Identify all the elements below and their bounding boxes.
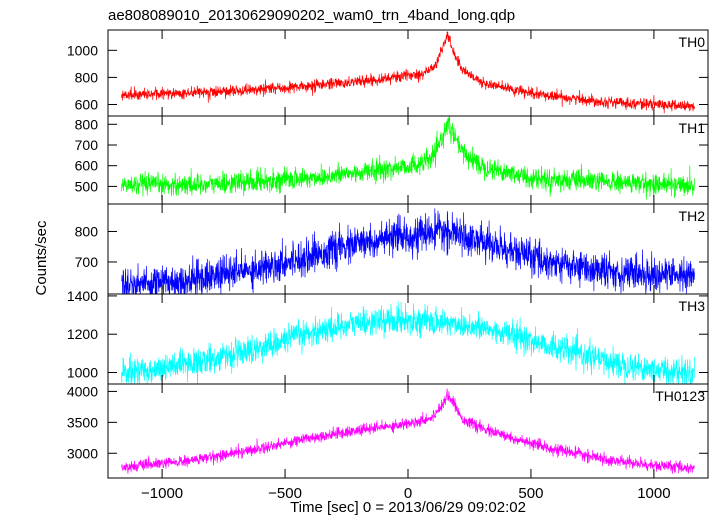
x-tick-label: 500 bbox=[518, 485, 543, 502]
y-tick-label: 3000 bbox=[67, 445, 98, 461]
series-th2-line bbox=[121, 208, 695, 294]
panel-label: TH1 bbox=[679, 120, 706, 136]
x-tick-label: −1000 bbox=[141, 485, 183, 502]
series-th3-line bbox=[121, 301, 695, 384]
series-th0123-line bbox=[121, 388, 695, 474]
x-axis-label: Time [sec] 0 = 2013/06/29 09:02:02 bbox=[290, 499, 526, 516]
y-tick-label: 700 bbox=[75, 137, 99, 153]
x-tick-label: −500 bbox=[268, 485, 302, 502]
panel-th0: TH0 600 800 1000 bbox=[67, 29, 709, 117]
y-tick-label: 1000 bbox=[67, 365, 98, 381]
y-axis-label: Counts/sec bbox=[33, 220, 50, 296]
panel-th1: TH1 500 600 700 800 bbox=[75, 115, 709, 205]
y-tick-label: 600 bbox=[75, 158, 99, 174]
x-tick-label: 0 bbox=[404, 485, 412, 502]
y-tick-label: 600 bbox=[75, 96, 99, 112]
panels-group: TH0 600 800 1000 TH1 500 600 700 800 TH2 700 800 TH3… bbox=[67, 29, 709, 502]
y-tick-label: 3500 bbox=[67, 414, 98, 430]
panel-th0123: TH0123 3000 3500 4000 bbox=[67, 383, 709, 479]
chart-title: ae808089010_20130629090202_wam0_trn_4ban… bbox=[108, 7, 515, 24]
y-tick-label: 800 bbox=[75, 223, 99, 239]
y-tick-label: 800 bbox=[75, 69, 99, 85]
y-tick-label: 500 bbox=[75, 178, 99, 194]
series-th1-line bbox=[121, 116, 695, 201]
y-tick-label: 4000 bbox=[67, 383, 98, 399]
y-tick-label: 1000 bbox=[67, 42, 98, 58]
y-tick-label: 1400 bbox=[67, 288, 98, 304]
x-tick-label: 1000 bbox=[637, 485, 670, 502]
panel-label: TH0 bbox=[679, 34, 706, 50]
panel-label: TH2 bbox=[679, 208, 706, 224]
panel-label: TH0123 bbox=[655, 388, 705, 404]
y-tick-label: 800 bbox=[75, 116, 99, 132]
y-tick-label: 700 bbox=[75, 254, 99, 270]
y-tick-label: 1200 bbox=[67, 326, 98, 342]
panel-label: TH3 bbox=[679, 298, 706, 314]
series-th0-line bbox=[121, 31, 695, 114]
